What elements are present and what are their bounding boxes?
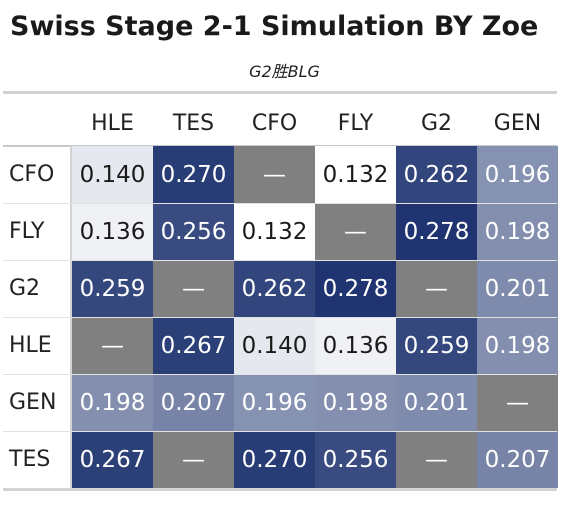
row-header-cfo: CFO xyxy=(3,146,72,203)
column-header-gen: GEN xyxy=(493,110,542,136)
row-divider xyxy=(3,203,557,204)
column-header-tes: TES xyxy=(172,110,215,136)
table-cell: — xyxy=(153,260,234,317)
table-cell: 0.278 xyxy=(396,203,477,260)
table-cell: 0.136 xyxy=(72,203,153,260)
row-header-hle: HLE xyxy=(3,317,72,374)
table-cell: 0.259 xyxy=(396,317,477,374)
chart-title: Swiss Stage 2-1 Simulation BY Zoe xyxy=(10,11,539,42)
table-cell: 0.198 xyxy=(315,374,396,431)
column-header-cfo: CFO xyxy=(251,110,298,136)
table-cell: — xyxy=(396,260,477,317)
table-cell: 0.278 xyxy=(315,260,396,317)
table-cell: 0.136 xyxy=(315,317,396,374)
row-divider xyxy=(3,317,557,318)
table-cell: 0.132 xyxy=(234,203,315,260)
table-cell: 0.207 xyxy=(477,431,558,488)
table-cell: 0.196 xyxy=(477,146,558,203)
table-cell: 0.267 xyxy=(153,317,234,374)
table-cell: 0.270 xyxy=(153,146,234,203)
table-cell: 0.262 xyxy=(396,146,477,203)
row-header-gen: GEN xyxy=(3,374,72,431)
table-cell: 0.198 xyxy=(477,317,558,374)
row-header-g2: G2 xyxy=(3,260,72,317)
row-header-tes: TES xyxy=(3,431,72,488)
row-divider xyxy=(3,260,557,261)
table-cell: 0.132 xyxy=(315,146,396,203)
table-top-rule xyxy=(3,91,557,94)
table-cell: 0.256 xyxy=(153,203,234,260)
probability-table: HLE TES CFO FLY G2 GEN CFO 0.140 0.270—0.132 0.26… xyxy=(3,94,558,488)
table-cell: 0.140 xyxy=(72,146,153,203)
table-cell: — xyxy=(234,146,315,203)
chart-subtitle: G2胜BLG xyxy=(249,62,320,81)
column-header-hle: HLE xyxy=(91,110,134,136)
row-divider xyxy=(3,374,557,375)
table-cell: 0.267 xyxy=(72,431,153,488)
table-cell: 0.198 xyxy=(72,374,153,431)
table-cell: 0.207 xyxy=(153,374,234,431)
table-cell: 0.140 xyxy=(234,317,315,374)
table-cell: — xyxy=(315,203,396,260)
table-cell: 0.270 xyxy=(234,431,315,488)
table-bottom-rule xyxy=(3,488,557,491)
table-cell: 0.256 xyxy=(315,431,396,488)
table-cell: — xyxy=(396,431,477,488)
row-divider xyxy=(3,431,557,432)
table-cell: — xyxy=(153,431,234,488)
table-cell: 0.198 xyxy=(477,203,558,260)
table-cell: 0.262 xyxy=(234,260,315,317)
table-cell: 0.196 xyxy=(234,374,315,431)
table-cell: — xyxy=(72,317,153,374)
table-cell: 0.259 xyxy=(72,260,153,317)
table-cell: 0.201 xyxy=(477,260,558,317)
table-cell: — xyxy=(477,374,558,431)
table-cell: 0.201 xyxy=(396,374,477,431)
column-header-g2: G2 xyxy=(420,110,453,136)
column-header-fly: FLY xyxy=(337,110,374,136)
row-header-fly: FLY xyxy=(3,203,72,260)
